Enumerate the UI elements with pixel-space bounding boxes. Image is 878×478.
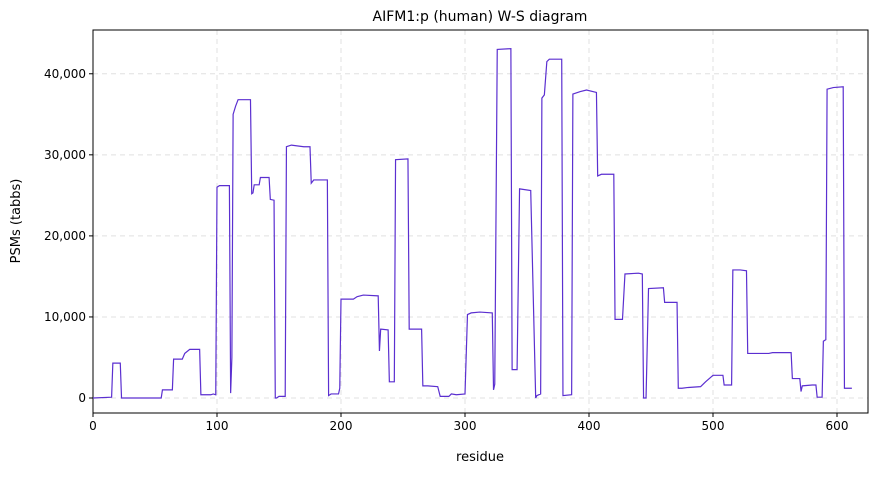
x-tick-label: 600	[826, 419, 849, 433]
plot-frame	[92, 29, 869, 414]
x-tick-label: 0	[89, 419, 97, 433]
data-line	[92, 48, 852, 399]
x-tick-label: 400	[578, 419, 601, 433]
y-axis-label: PSMs (tabbs)	[9, 179, 24, 264]
x-tick-label: 100	[206, 419, 229, 433]
y-tick-label: 10,000	[44, 310, 86, 324]
x-axis-label: residue	[456, 450, 504, 465]
chart-title: AIFM1:p (human) W-S diagram	[373, 9, 588, 25]
y-tick-label: 0	[78, 391, 86, 405]
x-tick-label: 500	[702, 419, 725, 433]
x-tick-label: 300	[454, 419, 477, 433]
y-tick-label: 30,000	[44, 148, 86, 162]
y-tick-label: 20,000	[44, 229, 86, 243]
x-tick-label: 200	[330, 419, 353, 433]
y-tick-label: 40,000	[44, 67, 86, 81]
